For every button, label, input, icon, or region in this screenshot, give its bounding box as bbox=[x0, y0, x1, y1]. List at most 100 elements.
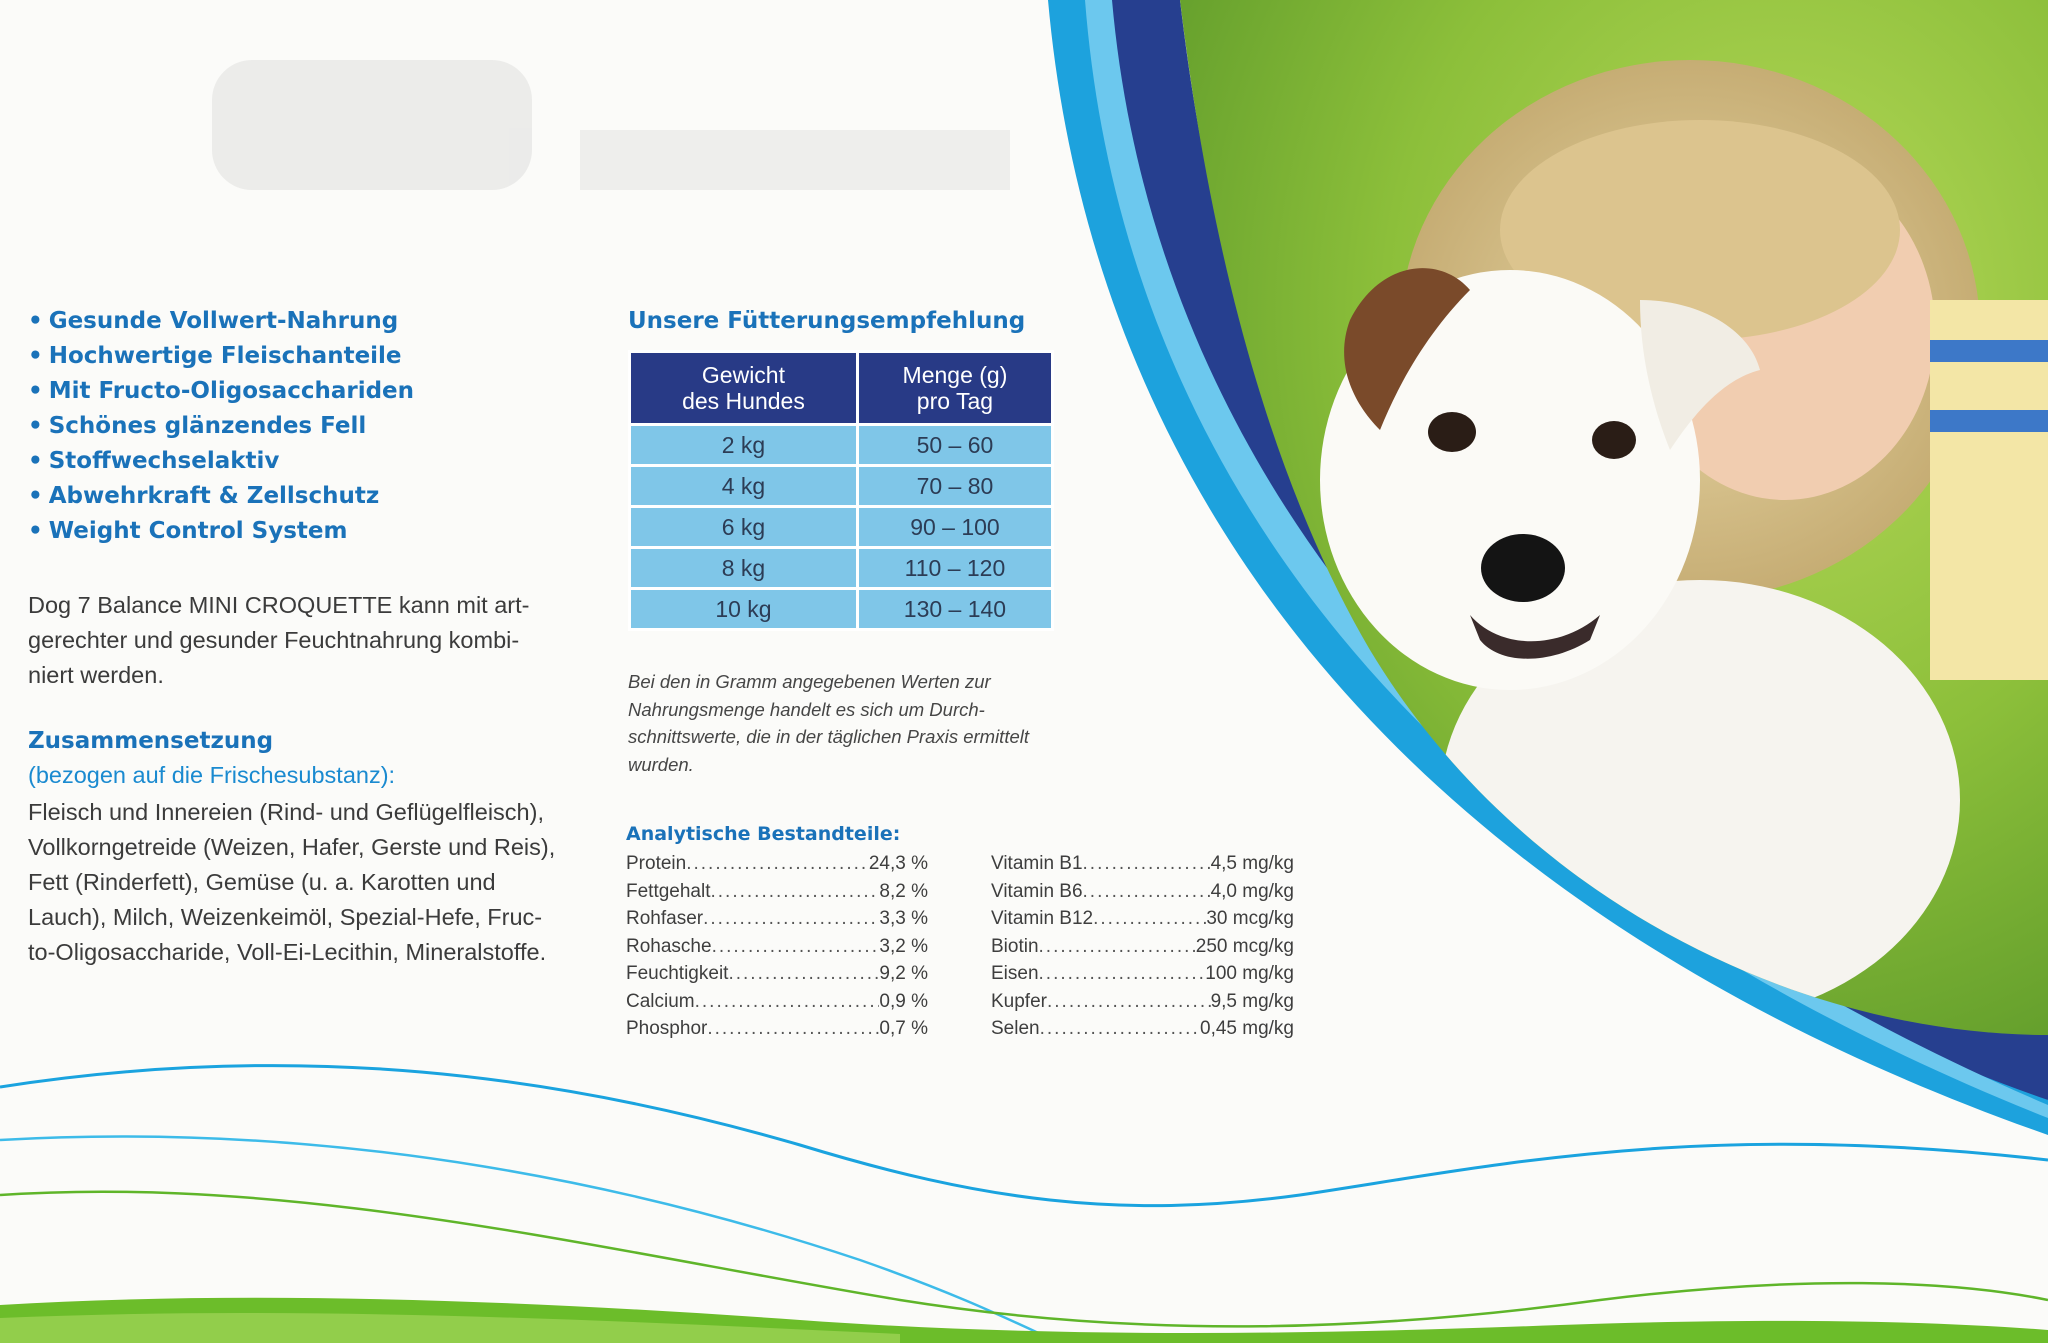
header-line: pro Tag bbox=[916, 388, 994, 414]
header-amount: Menge (g) pro Tag bbox=[858, 353, 1051, 423]
dot-leader bbox=[712, 933, 880, 961]
analytical-row: Selen 0,45 mg/kg bbox=[991, 1015, 1294, 1043]
header-line: Menge (g) bbox=[902, 362, 1008, 388]
benefit-item: Schönes glänzendes Fell bbox=[28, 409, 414, 444]
paragraph-line: to-Oligosaccharide, Voll-Ei-Lecithin, Mi… bbox=[28, 939, 547, 965]
table-row: 2 kg 50 – 60 bbox=[631, 426, 1051, 464]
header-line: Gewicht bbox=[701, 362, 785, 388]
constituent-value: 250 mcg/kg bbox=[1195, 935, 1294, 957]
constituent-name: Phosphor bbox=[626, 1018, 708, 1039]
constituent-value: 0,7 % bbox=[879, 1018, 928, 1039]
constituent-name: Calcium bbox=[626, 990, 695, 1012]
analytical-right-column: Vitamin B14,5 mg/kg Vitamin B64,0 mg/kg … bbox=[991, 850, 1294, 1043]
feeding-header-row: Gewicht des Hundes Menge (g) pro Tag bbox=[631, 353, 1051, 423]
constituent-name: Eisen bbox=[991, 963, 1039, 984]
header-weight: Gewicht des Hundes bbox=[631, 353, 856, 423]
constituent-name: Protein bbox=[626, 853, 687, 874]
benefit-item: Abwehrkraft & Zellschutz bbox=[28, 479, 414, 514]
weight-cell: 10 kg bbox=[631, 590, 856, 628]
combination-paragraph: Dog 7 Balance MINI CROQUETTE kann mit ar… bbox=[28, 588, 588, 693]
dot-leader bbox=[695, 988, 880, 1016]
analytical-row: Protein 24,3 % bbox=[626, 850, 928, 878]
amount-cell: 50 – 60 bbox=[858, 426, 1051, 464]
benefit-item: Hochwertige Fleischanteile bbox=[28, 339, 414, 374]
analytical-row: Rohfaser 3,3 % bbox=[626, 905, 928, 933]
analytical-row: Fettgehalt 8,2 % bbox=[626, 878, 928, 906]
amount-cell: 130 – 140 bbox=[858, 590, 1051, 628]
paragraph-line: niert werden. bbox=[28, 662, 164, 688]
constituent-value: 3,2 % bbox=[879, 935, 928, 957]
weight-cell: 2 kg bbox=[631, 426, 856, 464]
constituent-name: Fettgehalt bbox=[626, 880, 711, 902]
note-line: Bei den in Gramm angegebenen Werten zur bbox=[628, 671, 991, 692]
composition-title: Zusammensetzung bbox=[28, 728, 274, 754]
dot-leader bbox=[703, 905, 879, 933]
benefits-list: Gesunde Vollwert-Nahrung Hochwertige Fle… bbox=[28, 304, 414, 549]
benefit-item: Stoffwechselaktiv bbox=[28, 444, 414, 479]
paragraph-line: Dog 7 Balance MINI CROQUETTE kann mit ar… bbox=[28, 592, 530, 618]
dot-leader bbox=[1083, 850, 1211, 878]
dot-leader bbox=[686, 850, 869, 878]
paragraph-line: Lauch), Milch, Weizenkeimöl, Spezial-Hef… bbox=[28, 904, 543, 930]
table-row: 10 kg 130 – 140 bbox=[631, 590, 1051, 628]
analytical-row: Kupfer 9,5 mg/kg bbox=[991, 988, 1294, 1016]
constituent-name: Rohfaser bbox=[626, 908, 704, 929]
dot-leader bbox=[728, 960, 879, 988]
analytical-left-column: Protein 24,3 % Fettgehalt 8,2 % Rohfaser 3,… bbox=[626, 850, 928, 1043]
analytical-row: Eisen 100 mg/kg bbox=[991, 960, 1294, 988]
analytical-row: Vitamin B1 4,5 mg/kg bbox=[991, 850, 1294, 878]
feeding-table: Gewicht des Hundes Menge (g) pro Tag 2 k… bbox=[628, 350, 1054, 631]
note-line: Nahrungsmenge handelt es sich um Durch- bbox=[628, 698, 985, 720]
paragraph-line: Fleisch und Innereien (Rind- und Geflüge… bbox=[28, 799, 544, 825]
table-row: 8 kg 110 – 120 bbox=[631, 549, 1051, 587]
constituent-value: 8,2 % bbox=[879, 880, 928, 902]
constituent-name: Vitamin B12 bbox=[991, 908, 1094, 929]
weight-cell: 8 kg bbox=[631, 549, 856, 587]
analytical-row: Biotin 250 mcg/kg bbox=[991, 933, 1294, 961]
note-line: wurden. bbox=[628, 753, 694, 775]
paragraph-line: gerechter und gesunder Feuchtnahrung kom… bbox=[28, 627, 520, 653]
dot-leader bbox=[1083, 878, 1211, 906]
analytical-row: Vitamin B6 4,0 mg/kg bbox=[991, 878, 1294, 906]
constituent-name: Vitamin B6 bbox=[991, 880, 1083, 902]
constituent-value: 100 mg/kg bbox=[1205, 963, 1294, 984]
constituent-value: 0,9 % bbox=[879, 990, 928, 1012]
constituent-value: 3,3 % bbox=[879, 908, 928, 929]
analytical-row: Rohasche 3,2 % bbox=[626, 933, 928, 961]
dot-leader bbox=[1093, 905, 1206, 933]
constituent-name: Selen bbox=[991, 1018, 1040, 1039]
analytical-row: Calcium 0,9 % bbox=[626, 988, 928, 1016]
analytical-row: Feuchtigkeit 9,2 % bbox=[626, 960, 928, 988]
note-line: schnittswerte, die in der täglichen Prax… bbox=[628, 726, 1030, 747]
constituent-value: 9,5 mg/kg bbox=[1210, 990, 1294, 1012]
constituent-name: Biotin bbox=[991, 935, 1039, 957]
feeding-title: Unsere Fütterungsempfehlung bbox=[628, 308, 1026, 334]
weight-cell: 6 kg bbox=[631, 508, 856, 546]
amount-cell: 90 – 100 bbox=[858, 508, 1051, 546]
amount-cell: 70 – 80 bbox=[858, 467, 1051, 505]
benefit-item: Mit Fructo-Oligosaccharide​n bbox=[28, 374, 414, 409]
constituent-value: 4,0 mg/kg bbox=[1210, 880, 1294, 902]
dot-leader bbox=[707, 1015, 879, 1043]
paragraph-line: Vollkorngetreide (Weizen, Hafer, Gerste … bbox=[28, 834, 556, 860]
blue-band-outer bbox=[1048, 0, 2048, 1135]
blue-swoosh-low bbox=[0, 1135, 1061, 1343]
constituent-name: Rohasche bbox=[626, 935, 712, 957]
table-row: 6 kg 90 – 100 bbox=[631, 508, 1051, 546]
benefit-item: Weight Control System bbox=[28, 514, 414, 549]
header-line: des Hundes bbox=[682, 388, 805, 414]
paragraph-line: Fett (Rinderfett), Gemüse (u. a. Karotte… bbox=[28, 869, 496, 895]
constituent-name: Feuchtigkeit bbox=[626, 963, 729, 984]
composition-text: Fleisch und Innereien (Rind- und Geflüge… bbox=[28, 795, 598, 970]
dot-leader bbox=[711, 878, 880, 906]
dot-leader bbox=[1040, 1015, 1200, 1043]
constituent-value: 24,3 % bbox=[868, 853, 928, 874]
amount-cell: 110 – 120 bbox=[858, 549, 1051, 587]
analytical-row: Phosphor 0,7 % bbox=[626, 1015, 928, 1043]
constituent-value: 9,2 % bbox=[879, 963, 928, 984]
constituent-value: 4,5 mg/kg bbox=[1210, 853, 1294, 874]
green-swoosh-line bbox=[0, 1190, 2048, 1328]
constituent-name: Vitamin B1 bbox=[991, 853, 1083, 874]
